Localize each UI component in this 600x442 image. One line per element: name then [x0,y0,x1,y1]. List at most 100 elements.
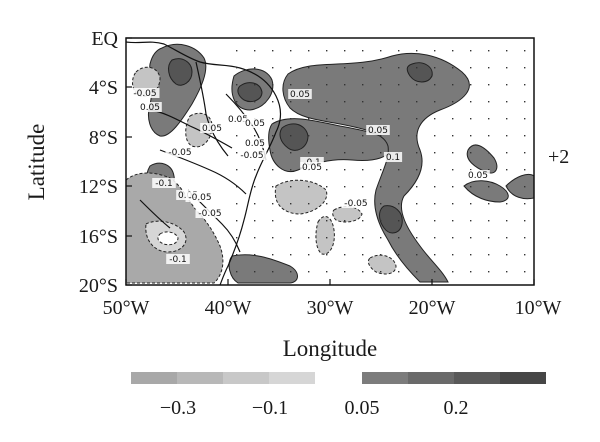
grid-dot [308,118,310,120]
grid-dot [488,169,490,171]
grid-dot [344,118,346,120]
grid-dot [398,203,400,205]
colorbar-label: 0.2 [444,397,469,419]
grid-dot [344,135,346,137]
grid-dot [524,169,526,171]
grid-dot [506,67,508,69]
y-tick-label: 16°S [79,226,118,248]
grid-dot [272,84,274,86]
grid-dot [362,84,364,86]
grid-dot [344,220,346,222]
grid-dot [398,237,400,239]
grid-dot [416,203,418,205]
grid-dot [272,67,274,69]
grid-dot [506,118,508,120]
contour-label: -0.05 [168,148,191,158]
grid-dot [308,186,310,188]
grid-dot [434,220,436,222]
grid-dot [380,237,382,239]
grid-dot [524,118,526,120]
colorbar: −0.3 −0.1 0.05 0.2 [131,372,546,419]
grid-dot [308,84,310,86]
colorbar-positive [362,372,546,384]
grid-dot [470,237,472,239]
grid-dot [416,254,418,256]
grid-dot [308,237,310,239]
grid-dot [308,203,310,205]
grid-dot [524,203,526,205]
contour-label-bg [466,170,490,180]
contour-label: 0.05 [302,163,322,173]
grid-dot [380,118,382,120]
positive-core-3 [279,123,309,151]
negative-inner-southwest [157,231,179,246]
negative-region-south-central [315,215,335,255]
grid-dot [398,101,400,103]
grid-dot [416,152,418,154]
positive-region-east-plume [282,52,470,283]
contour-label: -0.05 [344,199,367,209]
contour-label: 0.05 [368,126,388,136]
grid-dot [272,152,274,154]
grid-dot [470,271,472,273]
contour-label: -0.1 [155,179,173,189]
colorbar-swatch [223,372,269,384]
coastline-brazil [125,41,282,286]
grid-dot [506,271,508,273]
grid-dot [488,135,490,137]
contour-label-bg [341,198,371,208]
grid-dot [308,254,310,256]
grid-dot [506,169,508,171]
grid-dot [290,220,292,222]
positive-region-east-patch [466,144,498,174]
positive-core-5 [406,62,433,83]
grid-dot [524,84,526,86]
grid-dot [344,237,346,239]
contour-label-bg [130,88,160,98]
grid-dot [524,220,526,222]
grid-dot [362,67,364,69]
grid-dot [344,254,346,256]
grid-dot [434,152,436,154]
contour-label-bg [237,150,267,160]
grid-dot [380,50,382,52]
grid-dot [362,135,364,137]
grid-dot [488,271,490,273]
grid-dot [290,152,292,154]
grid-dot [308,271,310,273]
grid-dot [524,186,526,188]
grid-dot [326,186,328,188]
x-tick-label: 30°W [307,297,354,319]
grid-dot [272,271,274,273]
grid-dot [362,169,364,171]
y-tick-label: 8°S [89,127,118,149]
grid-dot [290,169,292,171]
negative-region-southeast [367,254,397,275]
colorbar-swatch [269,372,315,384]
grid-dot [452,169,454,171]
grid-dot [362,118,364,120]
colorbar-negative [131,372,315,384]
y-tick-label: 12°S [79,176,118,198]
grid-dot [434,50,436,52]
grid-dot [380,220,382,222]
grid-dot [398,271,400,273]
grid-dots [236,50,526,273]
grid-dot [488,237,490,239]
grid-dot [290,84,292,86]
grid-dot [272,101,274,103]
grid-dot [434,169,436,171]
contour-label-bg [195,208,225,218]
grid-dot [290,271,292,273]
grid-dot [254,271,256,273]
grid-dot [290,118,292,120]
grid-dot [326,169,328,171]
x-tick-label: 50°W [103,297,150,319]
contour-label-bg [226,114,250,124]
grid-dot [506,135,508,137]
y-axis-label: Latitude [24,124,49,201]
positive-region-southeast [463,180,509,203]
grid-dot [290,67,292,69]
grid-dot [254,186,256,188]
